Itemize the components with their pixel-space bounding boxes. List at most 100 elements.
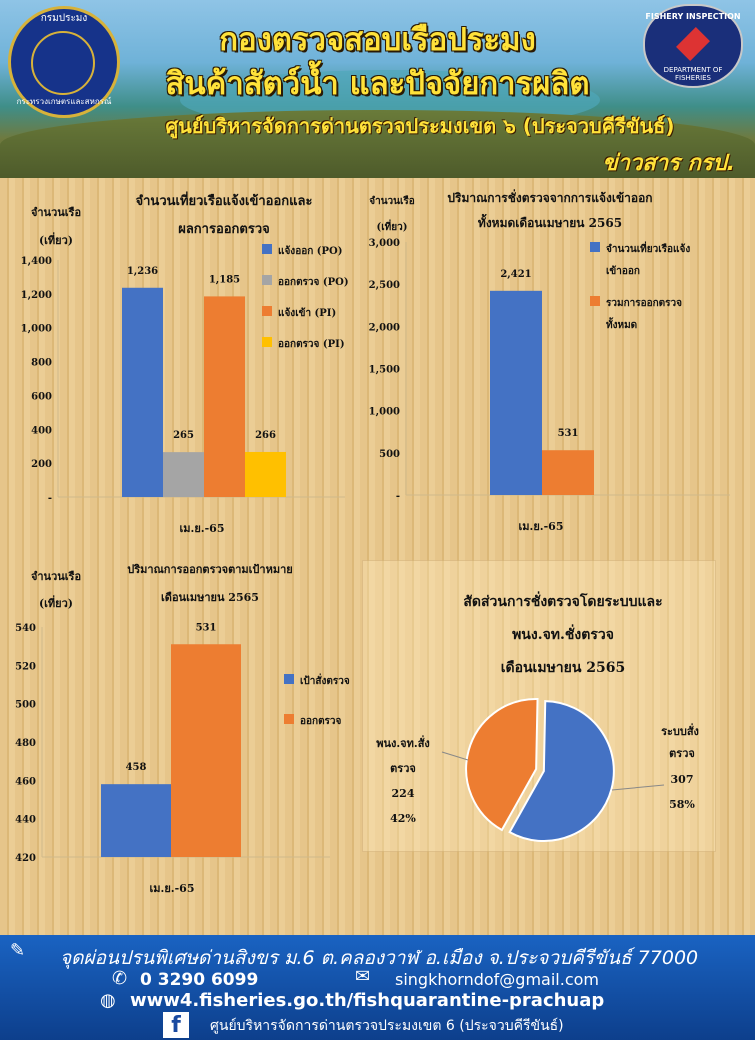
chart-2-y-tick: 3,000: [369, 238, 400, 249]
chart-1: จำนวนเที่ยวเรือแจ้งเข้าออกและ ผลการออกตร…: [21, 191, 349, 535]
footer-phone[interactable]: 0 3290 6099: [140, 970, 259, 990]
chart-2-ylabel-line2: (เที่ยว): [377, 219, 408, 233]
chart-1-bar-4: [245, 451, 286, 497]
chart-1-title-line2: ผลการออกตรวจ: [178, 222, 270, 237]
pie-slice-1-name-line2: ตรวจ: [669, 747, 695, 760]
chart-2-legend-label-2-line1: รวมการออกตรวจ: [606, 298, 682, 309]
logo-right-top-text: FISHERY INSPECTION: [645, 12, 741, 21]
chart-3-data-label-2: 531: [196, 622, 217, 633]
footer-facebook-page[interactable]: ศูนย์บริหารจัดการด่านตรวจประมงเขต 6 (ประ…: [210, 1018, 564, 1034]
chart-3-y-tick: 420: [15, 853, 36, 864]
chart-2-legend-label-2-line2: ทั้งหมด: [606, 317, 637, 331]
chart-2-y-tick: 2,500: [369, 280, 400, 291]
chart-3-y-tick: 460: [15, 776, 36, 787]
pie-leader-line-1: [611, 784, 665, 791]
header-banner: กรมประมง กระทรวงเกษตรและสหกรณ์ FISHERY I…: [0, 0, 755, 178]
logo-left-bottom-text: กระทรวงเกษตรและสหกรณ์: [16, 97, 112, 106]
chart-1-y-tick: -: [48, 493, 52, 504]
chart-2-ylabel-line1: จำนวนเรือ: [369, 195, 415, 207]
chart-1-data-label-1: 1,236: [127, 266, 158, 277]
chart-2-data-label-1: 2,421: [500, 269, 531, 280]
chart-1-title-line1: จำนวนเที่ยวเรือแจ้งเข้าออกและ: [136, 191, 313, 209]
chart-3-legend-label-2: ออกตรวจ: [300, 716, 342, 727]
pie-slice-2-name-line1: พนง.จท.สั่ง: [376, 735, 430, 750]
location-icon: ✎: [10, 940, 26, 961]
chart-3-y-tick: 500: [15, 700, 36, 711]
chart-2-y-tick: 1,000: [369, 407, 400, 418]
chart-1-bar-2: [163, 452, 204, 497]
chart-2-title-line1: ปริมาณการชั่งตรวจจากการแจ้งเข้าออก: [447, 189, 652, 205]
chart-3-y-tick: 540: [15, 623, 36, 634]
chart-1-xlabel: เม.ย.-65: [180, 522, 225, 535]
logo-right-bottom-text: DEPARTMENT OF FISHERIES: [663, 66, 723, 82]
chart-4-pie: สัดส่วนการชั่งตรวจโดยระบบและ พนง.จท.ชั่ง…: [376, 591, 699, 843]
title-line1: กองตรวจสอบเรือประมง: [219, 22, 536, 58]
chart-3-bar-2: [171, 644, 241, 857]
chart-3-ylabel-line1: จำนวนเรือ: [31, 570, 81, 583]
chart-2-legend-swatch-2: [590, 296, 600, 306]
chart-1-y-tick: 800: [31, 358, 52, 369]
phone-icon: ✆: [112, 968, 128, 989]
chart-3-bar-1: [101, 784, 171, 857]
pie-slice-1-percent: 58%: [669, 798, 695, 811]
chart-1-data-label-4: 266: [255, 430, 276, 441]
chart-2-y-tick: 1,500: [369, 365, 400, 376]
chart-1-legend-swatch-1: [262, 244, 272, 254]
chart-2-bar-1: [490, 290, 542, 495]
chart-3-data-label-1: 458: [126, 762, 147, 773]
chart-1-legend-swatch-2: [262, 275, 272, 285]
chart-4-title-line2: พนง.จท.ชั่งตรวจ: [512, 624, 614, 643]
chart-2-y-tick: 500: [379, 449, 400, 460]
chart-1-data-label-3: 1,185: [209, 274, 240, 285]
chart-2-y-tick: -: [396, 491, 400, 502]
news-tag: ข่าวสาร กรป.: [602, 151, 735, 176]
title-line2: สินค้าสัตว์น้ำ และปัจจัยการผลิต: [165, 66, 590, 102]
footer-contact-bar: [0, 935, 755, 1040]
chart-2-title-line2: ทั้งหมดเดือนเมษายน 2565: [478, 213, 622, 230]
footer-address: จุดผ่อนปรนพิเศษด่านสิงขร ม.6 ต.คลองวาฬ อ…: [60, 947, 699, 969]
chart-1-legend-swatch-3: [262, 306, 272, 316]
chart-3-ylabel-line2: (เที่ยว): [39, 595, 73, 610]
chart-1-y-tick: 200: [31, 459, 52, 470]
seal-icon: [31, 31, 95, 95]
footer-email[interactable]: singkhorndof@gmail.com: [395, 970, 599, 989]
chart-1-data-label-2: 265: [173, 430, 194, 441]
footer-website[interactable]: www4.fisheries.go.th/fishquarantine-prac…: [130, 990, 605, 1011]
facebook-icon[interactable]: f: [163, 1012, 189, 1038]
fishery-inspection-logo-right: FISHERY INSPECTION DEPARTMENT OF FISHERI…: [643, 4, 743, 88]
chart-1-legend-label-3: แจ้งเข้า (PI): [278, 307, 336, 319]
chart-1-legend-label-4: ออกตรวจ (PI): [278, 339, 345, 350]
chart-2-legend-label-1-line1: จำนวนเที่ยวเรือแจ้ง: [606, 241, 690, 255]
chart-4-title-line1: สัดส่วนการชั่งตรวจโดยระบบและ: [463, 591, 662, 610]
logo-left-top-text: กรมประมง: [40, 13, 88, 24]
department-logo-left: กรมประมง กระทรวงเกษตรและสหกรณ์: [8, 6, 120, 118]
email-icon: ✉: [355, 966, 371, 987]
chart-2-xlabel: เม.ย.-65: [519, 520, 564, 533]
globe-icon: ◍: [100, 990, 116, 1011]
chart-1-bar-3: [204, 296, 245, 497]
chart-1-y-tick: 1,000: [21, 324, 52, 335]
chart-3-legend-label-1: เป้าสั่งตรวจ: [300, 673, 350, 687]
chart-3-title-line2: เดือนเมษายน 2565: [161, 591, 259, 604]
chart-3-xlabel: เม.ย.-65: [150, 882, 195, 895]
chart-1-y-tick: 400: [31, 425, 52, 436]
chart-1-y-tick: 1,200: [21, 290, 52, 301]
chart-1-ylabel-line2: (เที่ยว): [39, 232, 73, 247]
chart-2-legend-label-1-line2: เข้าออก: [606, 265, 640, 277]
chart-4-title-line3: เดือนเมษายน 2565: [501, 660, 626, 676]
chart-1-legend-label-1: แจ้งออก (PO): [278, 245, 342, 257]
chart-3-legend-swatch-1: [284, 674, 294, 684]
chart-3-y-tick: 440: [15, 815, 36, 826]
chart-1-legend-label-2: ออกตรวจ (PO): [278, 277, 349, 288]
chart-1-y-tick: 1,400: [21, 256, 52, 267]
pie-slice-1-name-line1: ระบบสั่ง: [661, 723, 699, 738]
chart-3: ปริมาณการออกตรวจตามเป้าหมาย เดือนเมษายน …: [15, 563, 350, 895]
subtitle: ศูนย์บริหารจัดการด่านตรวจประมงเขต ๖ (ประ…: [165, 114, 675, 138]
chart-3-y-tick: 520: [15, 661, 36, 672]
pie-slice-2-percent: 42%: [390, 812, 416, 825]
hill-background: [0, 110, 755, 178]
chart-3-legend-swatch-2: [284, 714, 294, 724]
chart-3-y-tick: 480: [15, 738, 36, 749]
pie-slice-1: [508, 700, 615, 843]
chart-2-bar-2: [542, 450, 594, 495]
